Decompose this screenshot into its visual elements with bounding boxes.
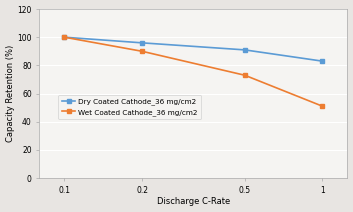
Dry Coated Cathode_36 mg/cm2 xyxy=(140,42,144,44)
Legend: Dry Coated Cathode_36 mg/cm2, Wet Coated Cathode_36 mg/cm2: Dry Coated Cathode_36 mg/cm2, Wet Coated… xyxy=(59,95,201,119)
Line: Wet Coated Cathode_36 mg/cm2: Wet Coated Cathode_36 mg/cm2 xyxy=(62,35,325,109)
Wet Coated Cathode_36 mg/cm2 xyxy=(243,74,247,77)
Dry Coated Cathode_36 mg/cm2 xyxy=(62,36,67,39)
Wet Coated Cathode_36 mg/cm2 xyxy=(62,36,67,39)
Y-axis label: Capacity Retention (%): Capacity Retention (%) xyxy=(6,45,14,142)
Wet Coated Cathode_36 mg/cm2 xyxy=(320,105,324,107)
Wet Coated Cathode_36 mg/cm2 xyxy=(140,50,144,53)
Dry Coated Cathode_36 mg/cm2 xyxy=(243,49,247,51)
Dry Coated Cathode_36 mg/cm2 xyxy=(320,60,324,62)
Line: Dry Coated Cathode_36 mg/cm2: Dry Coated Cathode_36 mg/cm2 xyxy=(62,35,325,64)
X-axis label: Discharge C-Rate: Discharge C-Rate xyxy=(157,197,230,206)
